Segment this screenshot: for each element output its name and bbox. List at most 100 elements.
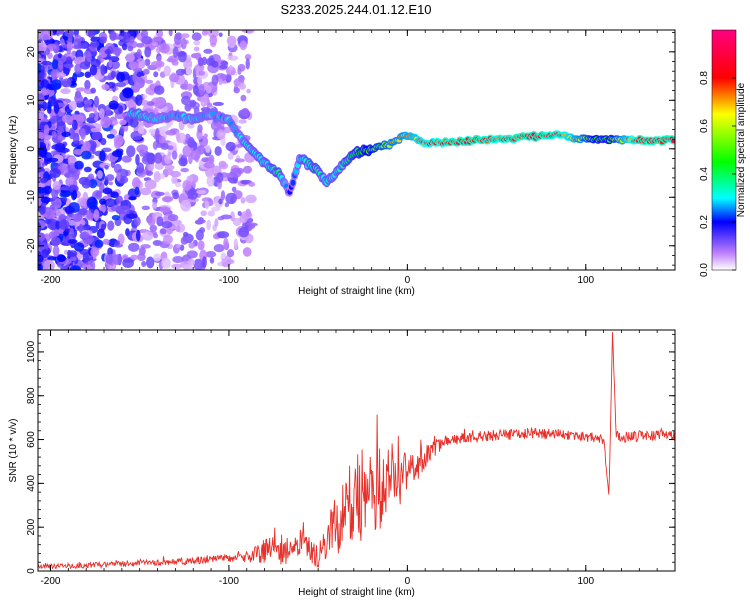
spectrogram-cell <box>149 224 158 232</box>
spectrogram-cell <box>121 43 128 51</box>
spectrogram-cell <box>109 30 117 41</box>
snr-x-axis-label: Height of straight line (km) <box>298 587 415 598</box>
spectrogram-cell <box>90 87 96 94</box>
spectrogram-cell <box>39 145 48 158</box>
spectrogram-cell <box>38 255 44 263</box>
spectrogram-cell <box>245 208 252 218</box>
spectrogram-cell <box>290 179 296 186</box>
spectrogram-cell <box>171 150 178 160</box>
spectrogram-cell <box>170 170 182 178</box>
spectrogram-cell <box>226 258 235 265</box>
spectrogram-cell <box>205 84 212 94</box>
spectrogram-cell <box>146 153 156 165</box>
spectrogram-cell <box>135 94 143 106</box>
spectrogram-cell <box>224 202 229 208</box>
spectrogram-cell <box>175 68 186 76</box>
spectrogram-cell <box>182 145 194 157</box>
spectrogram-cell <box>53 102 60 114</box>
spectrogram-cell <box>135 51 141 58</box>
spectrogram-x-tick-label: 100 <box>577 275 594 286</box>
spectrogram-cell <box>126 213 138 219</box>
spectrogram-cell <box>68 127 75 140</box>
spectrogram-cell <box>209 257 215 264</box>
spectrogram-cell <box>162 196 174 202</box>
spectrogram-cell <box>82 140 91 152</box>
spectrogram-cell <box>102 238 110 245</box>
spectrogram-cell <box>38 265 41 270</box>
spectrogram-cell <box>61 131 71 138</box>
spectrogram-cell <box>208 154 215 165</box>
spectrogram-cell <box>133 216 141 227</box>
spectrogram-cell <box>153 253 162 262</box>
spectrogram-cell <box>175 182 182 188</box>
spectrogram-cell <box>57 30 65 35</box>
spectrogram-cell <box>115 35 124 40</box>
spectrogram-cell <box>153 71 159 78</box>
spectrogram-cell <box>141 205 150 211</box>
spectrogram-cell <box>172 256 184 263</box>
spectrogram-cell <box>169 73 180 83</box>
spectrogram-cell <box>197 124 203 133</box>
spectrogram-cell <box>86 107 95 112</box>
spectrogram-cell <box>218 160 227 168</box>
spectrogram-cell <box>248 181 256 187</box>
spectrogram-y-tick-label: 20 <box>26 46 37 58</box>
spectrogram-cell <box>112 254 123 265</box>
spectrogram-cell <box>104 164 109 170</box>
spectrogram-cell <box>187 188 199 200</box>
spectrogram-cell <box>183 264 194 270</box>
spectrogram-cell <box>39 107 45 120</box>
spectrogram-cell <box>246 88 251 94</box>
spectrogram-cell <box>111 46 122 55</box>
spectrogram-cell <box>52 245 60 257</box>
spectrogram-cell <box>210 121 221 131</box>
spectrogram-cell <box>67 34 73 43</box>
spectrogram-y-tick-label: -20 <box>26 238 37 253</box>
spectrogram-cell <box>190 150 201 161</box>
spectrogram-cell <box>50 236 61 247</box>
spectrogram-cell <box>220 214 233 220</box>
spectrogram-cell <box>162 234 173 245</box>
spectrogram-cell <box>200 210 207 217</box>
spectrogram-cell <box>110 191 119 199</box>
spectrogram-cell <box>222 262 230 268</box>
spectrogram-cell <box>240 94 247 102</box>
spectrogram-cell <box>155 143 164 148</box>
spectrogram-cell <box>213 243 225 253</box>
spectrogram-cell <box>39 123 45 135</box>
spectrogram-cell <box>193 40 201 46</box>
spectrogram-cell <box>180 199 192 212</box>
spectrogram-cell <box>233 87 240 94</box>
spectrogram-cell <box>153 170 161 183</box>
spectrogram-cell <box>104 48 111 55</box>
spectrogram-cell <box>88 179 98 189</box>
spectrogram-cell <box>80 231 90 238</box>
spectrogram-cell <box>180 33 190 39</box>
spectrogram-x-tick-label: -200 <box>40 275 60 286</box>
spectrogram-cell <box>175 129 180 141</box>
spectrogram-cell <box>111 214 121 221</box>
spectrogram-cell <box>43 259 55 270</box>
spectrogram-cell <box>73 38 81 49</box>
spectrogram-cell <box>233 238 239 250</box>
spectrogram-cell <box>74 160 84 170</box>
spectrogram-cell <box>136 71 143 78</box>
spectrogram-cell <box>100 117 111 129</box>
spectrogram-cell <box>93 209 100 221</box>
spectrogram-cell <box>172 46 179 58</box>
spectrogram-cell <box>171 175 178 185</box>
snr-x-tick-label: 0 <box>405 576 411 587</box>
spectrogram-cell <box>67 156 77 166</box>
spectrogram-cell <box>214 218 219 228</box>
spectrogram-cell <box>56 72 67 78</box>
spectrogram-cell <box>180 236 188 245</box>
spectrogram-cell <box>230 167 242 178</box>
spectrogram-cell <box>105 174 115 181</box>
spectrogram-cell <box>86 197 98 209</box>
spectrogram-cell <box>134 186 140 196</box>
spectrogram-cell <box>84 79 91 90</box>
spectrogram-cell <box>168 30 173 37</box>
spectrogram-cell <box>152 36 164 42</box>
spectrogram-cell <box>38 41 47 53</box>
